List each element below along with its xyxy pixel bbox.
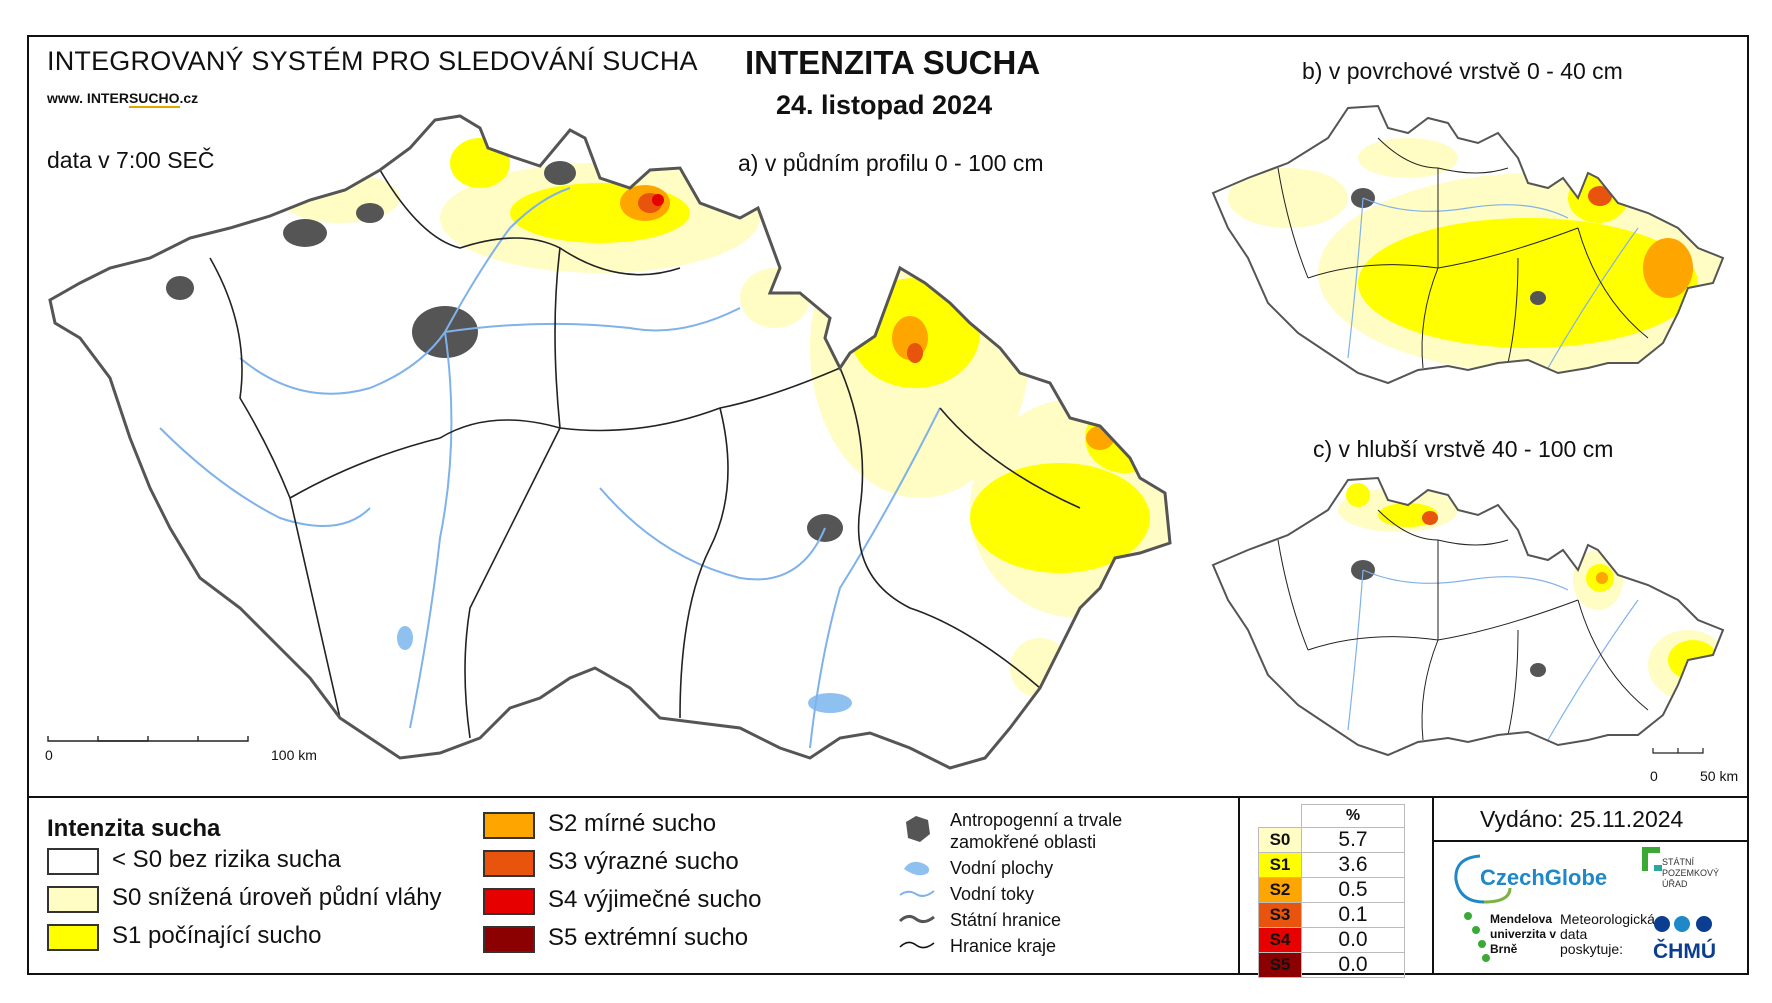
map-b-label: b) v povrchové vrstvě 0 - 40 cm [1302, 58, 1623, 84]
legend-title: Intenzita sucha [47, 815, 221, 842]
spu-logo [1642, 847, 1662, 871]
legend-swatch-1 [47, 886, 99, 913]
state-border-icon [898, 914, 935, 924]
stats-class: S2 [1258, 877, 1302, 903]
met-data-provider: Meteorologická data poskytuje: [1560, 911, 1655, 957]
legend-swatch-0 [47, 848, 99, 875]
scale-bar-a [47, 736, 249, 742]
stats-value: 0.5 [1301, 877, 1405, 903]
legend-swatch-4 [483, 850, 535, 877]
legend-label-4: S3 výrazné sucho [548, 848, 739, 875]
stats-value: 3.6 [1301, 852, 1405, 878]
legend-urban-label2: zamokřené oblasti [950, 832, 1097, 852]
stats-header: % [1301, 804, 1405, 828]
drought-stats-table: % S0 5.7 S1 3.6 S2 0.5 S3 0.1 S4 0.0 S5 0.0 [1258, 804, 1405, 978]
scale-a-end: 100 km [271, 747, 317, 763]
stats-class: S3 [1258, 902, 1302, 928]
czechglobe-name: CzechGlobe [1480, 865, 1608, 890]
map-a-label: a) v půdním profilu 0 - 100 cm [738, 150, 1044, 176]
legend-label-3: S2 mírné sucho [548, 810, 717, 837]
stats-divider-right [1432, 796, 1434, 975]
stats-header-row: % [1259, 804, 1405, 828]
chmu-logo-mark [1654, 916, 1712, 932]
legend-label-6: S5 extrémní sucho [548, 924, 749, 951]
issued-divider [1432, 840, 1749, 842]
spu-name: STÁTNÍ POZEMKOVÝ ÚŘAD [1662, 857, 1720, 889]
map-frame [27, 35, 1749, 975]
legend-urban-label: Antropogenní a trvale [950, 810, 1123, 830]
legend-water-label: Vodní plochy [950, 858, 1054, 878]
page-title: INTENZITA SUCHA [745, 44, 1041, 81]
website-link[interactable]: www. INTERSUCHO.cz [47, 90, 199, 108]
stats-class: S4 [1258, 927, 1302, 953]
legend-region-border-label: Hranice kraje [950, 936, 1057, 956]
stats-row: S3 0.1 [1258, 902, 1405, 928]
legend-swatch-3 [483, 812, 535, 839]
scale-c-start: 0 [1650, 768, 1658, 784]
legend-label-2: S1 počínající sucho [112, 922, 322, 949]
legend-swatch-2 [47, 924, 99, 951]
river-icon [899, 890, 935, 897]
stats-divider-left [1238, 796, 1240, 975]
page-date: 24. listopad 2024 [776, 90, 993, 120]
stats-class: S5 [1258, 952, 1302, 978]
legend-swatch-5 [483, 888, 535, 915]
legend-swatch-6 [483, 926, 535, 953]
map-c-label: c) v hlubší vrstvě 40 - 100 cm [1313, 436, 1614, 462]
legend-river-label: Vodní toky [950, 884, 1035, 904]
czechglobe-logo [1454, 854, 1512, 904]
stats-row: S0 5.7 [1258, 827, 1405, 853]
mendelu-logo [1464, 912, 1490, 962]
water-body-icon [904, 861, 930, 876]
issued-date: Vydáno: 25.11.2024 [1480, 806, 1684, 832]
region-border-icon [899, 941, 935, 949]
map-b-surface-layer [1212, 105, 1724, 384]
legend-label-1: S0 snížená úroveň půdní vláhy [112, 884, 442, 911]
legend-state-border-label: Státní hranice [950, 910, 1062, 930]
urban-area-icon [906, 816, 930, 842]
scale-a-start: 0 [45, 747, 53, 763]
legend-label-5: S4 výjimečné sucho [548, 886, 762, 913]
stats-value: 0.0 [1301, 952, 1405, 978]
stats-row: S2 0.5 [1258, 877, 1405, 903]
stats-value: 0.1 [1301, 902, 1405, 928]
legend-label-0: < S0 bez rizika sucha [112, 846, 341, 873]
stats-row: S4 0.0 [1258, 927, 1405, 953]
stats-row: S5 0.0 [1258, 952, 1405, 978]
stats-value: 0.0 [1301, 927, 1405, 953]
footer-divider [27, 796, 1749, 798]
stats-row: S1 3.6 [1258, 852, 1405, 878]
stats-class: S0 [1258, 827, 1302, 853]
system-name: INTEGROVANÝ SYSTÉM PRO SLEDOVÁNÍ SUCHA [47, 46, 698, 76]
map-a-full-profile [47, 114, 1172, 770]
mendelu-name: Mendelova univerzita v Brně [1490, 912, 1557, 956]
scale-c-end: 50 km [1700, 768, 1739, 784]
map-c-deep-layer [1212, 477, 1724, 756]
scale-bar-c [1652, 748, 1704, 754]
stats-value: 5.7 [1301, 827, 1405, 853]
data-time: data v 7:00 SEČ [47, 147, 215, 173]
stats-class: S1 [1258, 852, 1302, 878]
chmu-name: ČHMÚ [1653, 940, 1716, 963]
